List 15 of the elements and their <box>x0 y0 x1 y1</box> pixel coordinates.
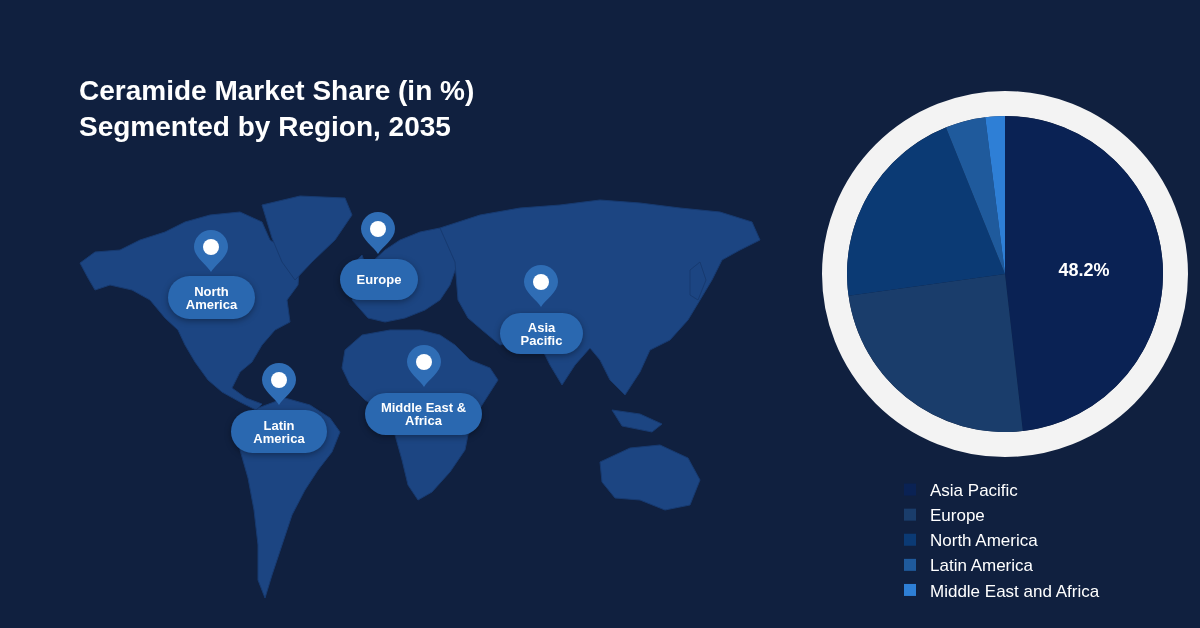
region-label: Latin America <box>231 410 327 453</box>
region-label: Asia Pacific <box>500 313 583 354</box>
pie-slice <box>945 117 1005 274</box>
text: Ceramide Market Share (in %) Segmented by Region, 2035 <box>79 75 475 143</box>
region-label: Middle East & Africa <box>365 393 482 435</box>
region-label: Europe <box>340 259 418 300</box>
pie-slice <box>847 127 1005 296</box>
legend-label: Latin America <box>930 556 1034 576</box>
pie-slice <box>848 274 1023 432</box>
legend-label: Middle East and Africa <box>930 581 1100 601</box>
legend-label: Asia Pacific <box>930 481 1019 501</box>
pie-slice <box>1005 116 1163 431</box>
legend-label: Europe <box>930 506 985 526</box>
data-label: 48.2% <box>1058 259 1110 280</box>
legend-label: North America <box>930 531 1039 551</box>
